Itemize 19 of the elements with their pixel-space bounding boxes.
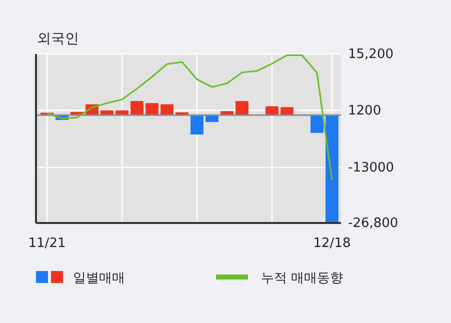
y-tick-label: 15,200 (348, 47, 394, 62)
legend-label: 누적 매매동향 (261, 271, 344, 286)
legend-label: 일별매매 (73, 271, 125, 286)
bar (266, 106, 278, 116)
bar (236, 101, 248, 116)
bar (130, 101, 144, 116)
bar (310, 115, 324, 133)
x-tick-label: 12/18 (313, 236, 351, 251)
bar (160, 104, 174, 116)
x-tick-label: 11/21 (28, 236, 66, 251)
y-tick-label: -13000 (348, 160, 394, 176)
bar (326, 115, 338, 223)
line-series (46, 54, 333, 181)
y-tick-label: -26,800 (348, 216, 398, 231)
bar (146, 103, 158, 116)
chart-title: 외국인 (37, 31, 79, 47)
y-tick-label: 1200 (348, 103, 382, 118)
bar (190, 115, 204, 134)
bar (280, 107, 294, 116)
